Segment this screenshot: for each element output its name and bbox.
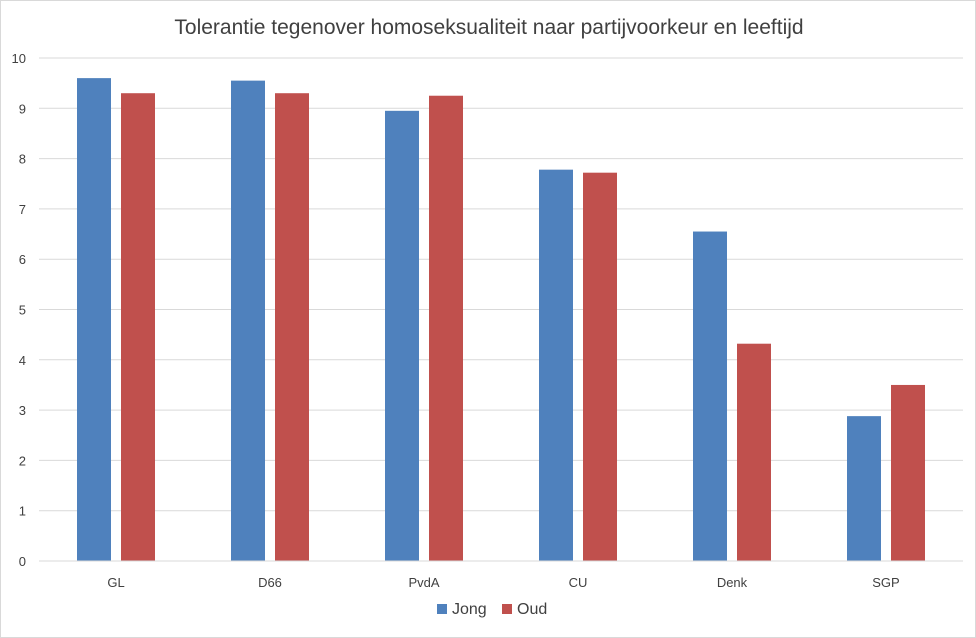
- y-tick-label: 2: [19, 453, 26, 468]
- bar-oud-d66: [275, 93, 309, 562]
- legend-swatch-oud: [502, 604, 512, 614]
- y-tick-label: 7: [19, 202, 26, 217]
- x-tick-label: D66: [258, 575, 282, 590]
- y-tick-label: 3: [19, 403, 26, 418]
- legend-label-oud: Oud: [517, 601, 547, 618]
- x-tick-label: PvdA: [408, 575, 439, 590]
- y-tick-label: 6: [19, 252, 26, 267]
- bar-oud-cu: [583, 172, 617, 561]
- bar-oud-denk: [737, 343, 771, 561]
- bar-jong-denk: [693, 231, 727, 561]
- bar-jong-cu: [539, 169, 573, 561]
- x-tick-label: CU: [569, 575, 588, 590]
- y-tick-label: 0: [19, 554, 26, 569]
- legend-swatch-jong: [437, 604, 447, 614]
- gridlines: [39, 57, 963, 512]
- y-tick-label: 1: [19, 504, 26, 519]
- y-tick-label: 10: [12, 51, 26, 66]
- x-tick-label: Denk: [717, 575, 748, 590]
- legend-label-jong: Jong: [452, 601, 487, 618]
- legend: Jong Oud: [437, 601, 547, 618]
- y-axis: 0 1 2 3 4 5 6 7 8 9 10: [12, 51, 26, 569]
- bar-oud-gl: [121, 93, 155, 562]
- bar-oud-pvda: [429, 95, 463, 561]
- x-tick-label: GL: [107, 575, 124, 590]
- bars: [77, 78, 925, 562]
- x-tick-label: SGP: [872, 575, 899, 590]
- y-tick-label: 4: [19, 353, 26, 368]
- y-tick-label: 9: [19, 101, 26, 116]
- y-tick-label: 5: [19, 303, 26, 318]
- bar-jong-d66: [231, 80, 265, 561]
- x-axis: GL D66 PvdA CU Denk SGP: [39, 560, 963, 590]
- bar-jong-pvda: [385, 110, 419, 561]
- y-tick-label: 8: [19, 152, 26, 167]
- bar-jong-sgp: [847, 416, 881, 561]
- bar-oud-sgp: [891, 384, 925, 561]
- bar-jong-gl: [77, 78, 111, 562]
- chart-title: Tolerantie tegenover homoseksualiteit na…: [174, 16, 803, 39]
